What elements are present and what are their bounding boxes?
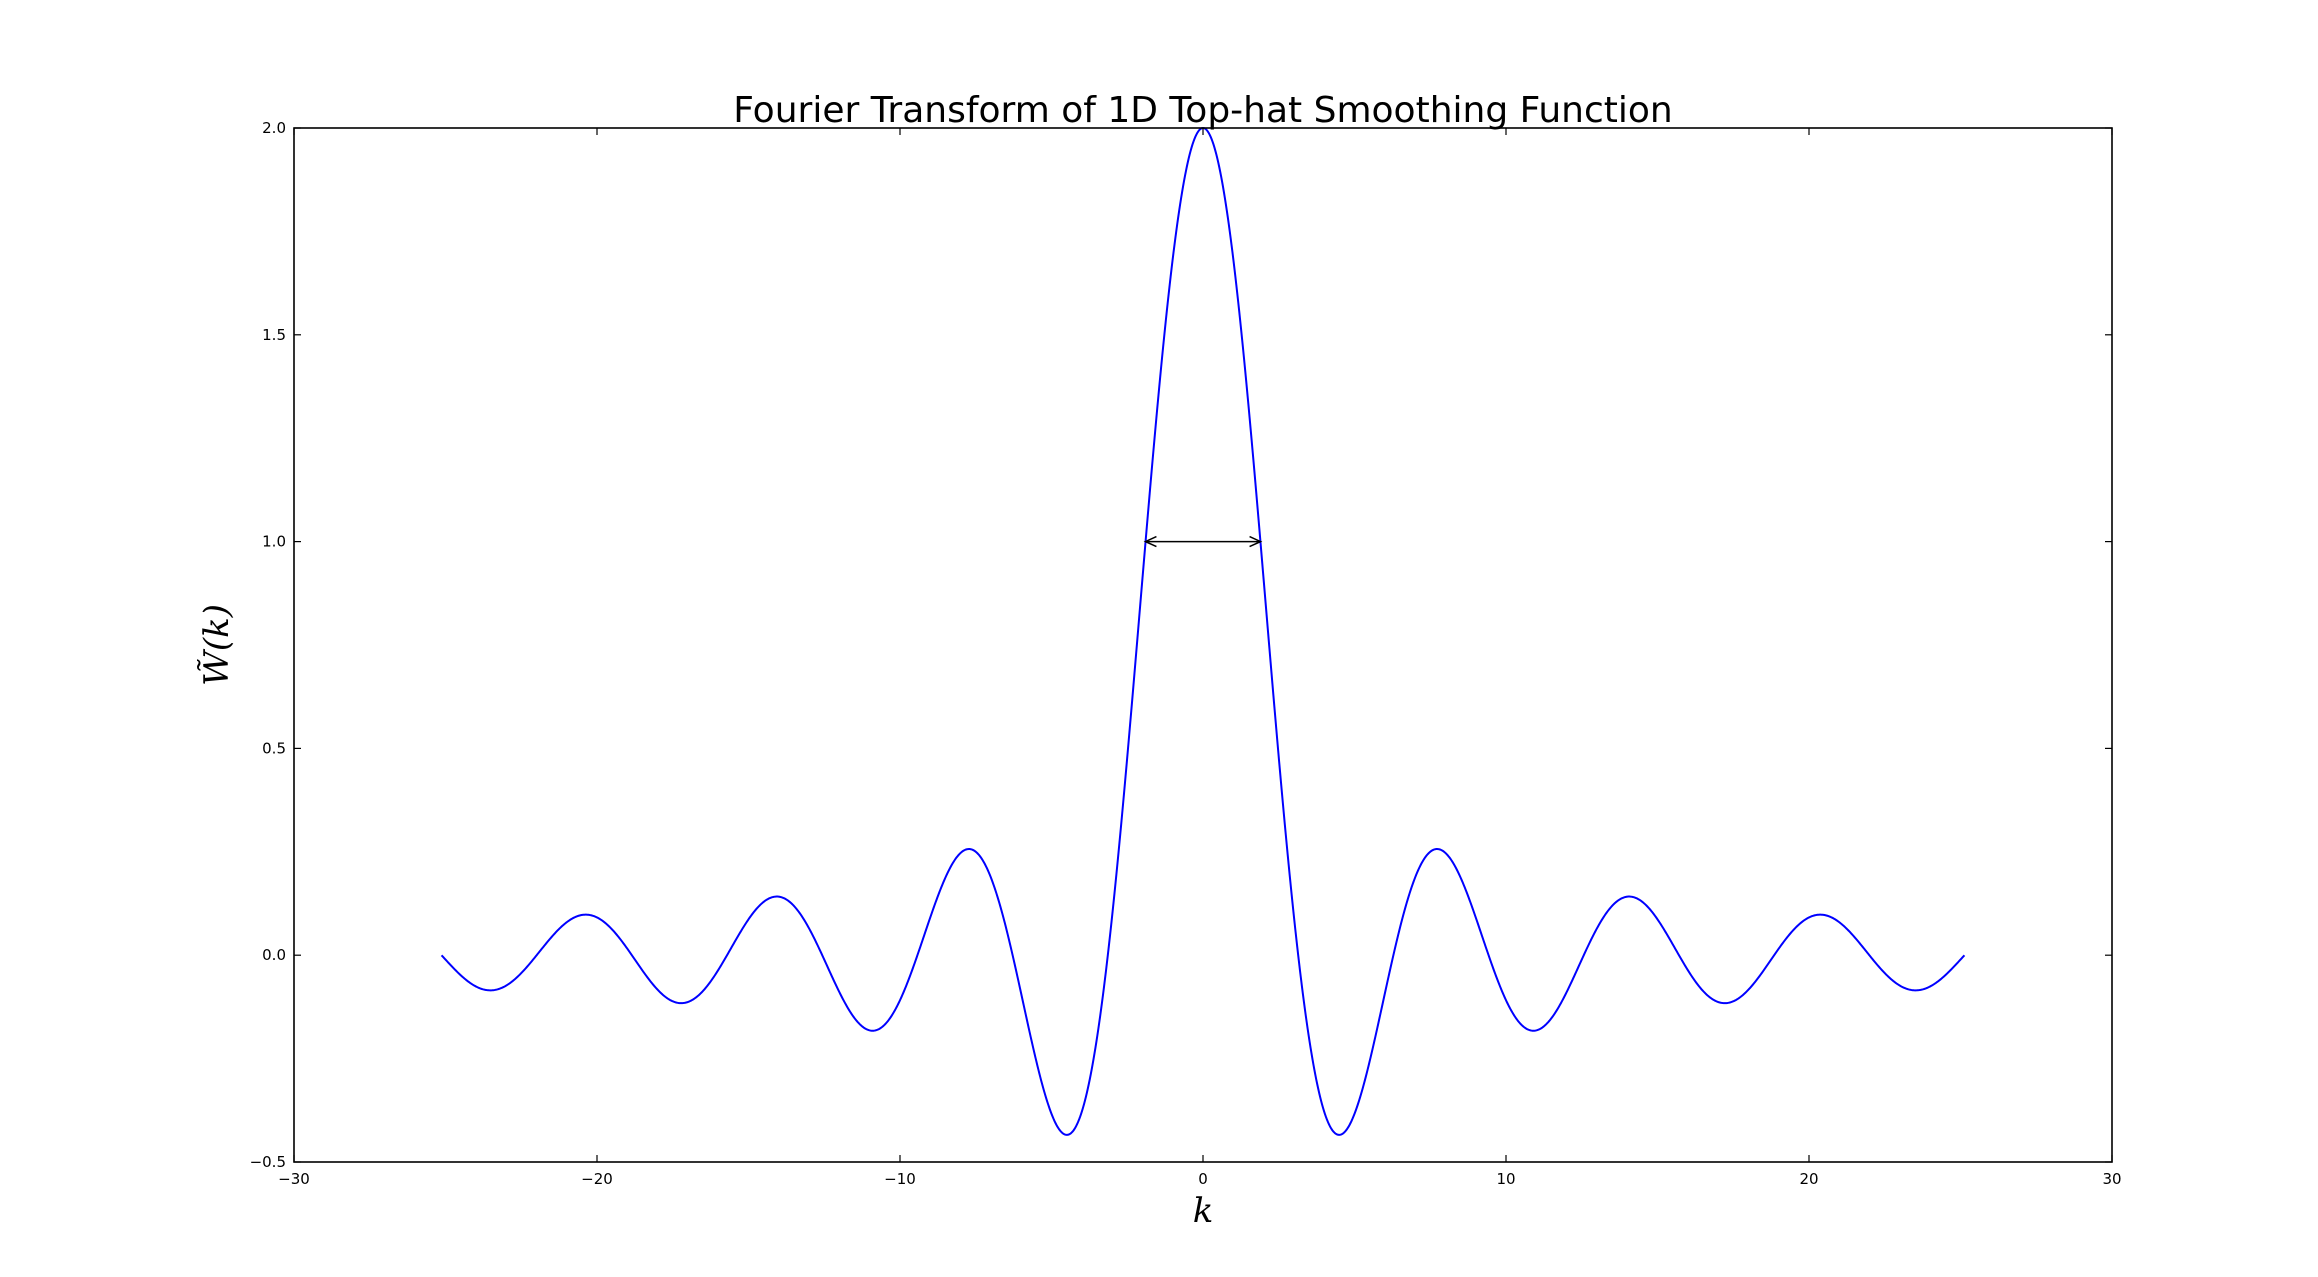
x-tick-label: 20 <box>1799 1170 1818 1188</box>
y-tick-label: 2.0 <box>262 119 286 137</box>
chart-title: Fourier Transform of 1D Top-hat Smoothin… <box>733 90 1673 131</box>
y-axis-label: W̃(k) <box>197 604 237 686</box>
x-tick-label: 0 <box>1198 1170 1208 1188</box>
y-tick-label: −0.5 <box>250 1153 286 1171</box>
arrow-head-right <box>1249 535 1263 548</box>
y-tick-label: 1.5 <box>262 326 286 344</box>
x-axis-ticks: −30 −20 −10 0 10 20 30 <box>278 128 2122 1188</box>
x-tick-label: −10 <box>884 1170 916 1188</box>
y-tick-label: 1.0 <box>262 533 286 551</box>
x-tick-label: −30 <box>278 1170 310 1188</box>
x-tick-label: 30 <box>2102 1170 2121 1188</box>
x-tick-label: −20 <box>581 1170 613 1188</box>
y-axis-ticks: −0.5 0.0 0.5 1.0 1.5 2.0 <box>250 119 2112 1171</box>
arrow-head-left <box>1143 535 1157 548</box>
y-tick-label: 0.0 <box>262 946 286 964</box>
x-tick-label: 10 <box>1496 1170 1515 1188</box>
y-tick-label: 0.5 <box>262 739 286 757</box>
x-axis-label: k <box>1193 1191 1214 1231</box>
fwhm-arrow-annotation <box>1143 535 1263 548</box>
